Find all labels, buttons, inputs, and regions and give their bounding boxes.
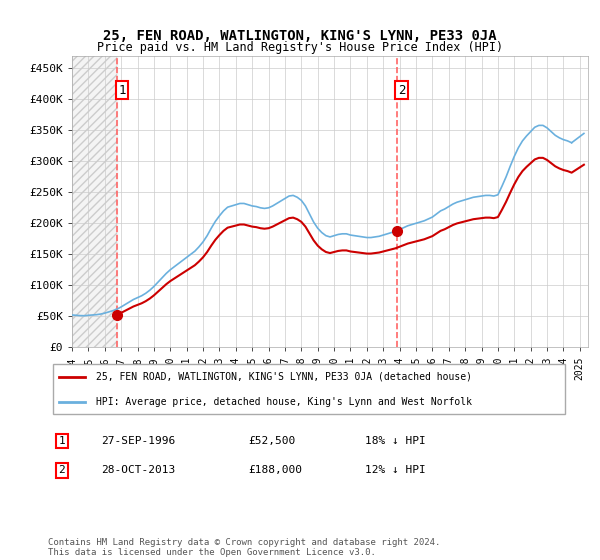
FancyBboxPatch shape bbox=[53, 364, 565, 414]
Text: 1: 1 bbox=[59, 436, 65, 446]
Text: 2: 2 bbox=[59, 465, 65, 475]
Text: £52,500: £52,500 bbox=[248, 436, 296, 446]
Bar bbox=[72, 56, 117, 347]
Text: £188,000: £188,000 bbox=[248, 465, 302, 475]
Bar bbox=[72, 56, 117, 347]
Text: Price paid vs. HM Land Registry's House Price Index (HPI): Price paid vs. HM Land Registry's House … bbox=[97, 41, 503, 54]
Text: 18% ↓ HPI: 18% ↓ HPI bbox=[365, 436, 425, 446]
Text: 2: 2 bbox=[398, 83, 406, 96]
Text: 12% ↓ HPI: 12% ↓ HPI bbox=[365, 465, 425, 475]
Text: 27-SEP-1996: 27-SEP-1996 bbox=[101, 436, 175, 446]
Text: 1: 1 bbox=[118, 83, 125, 96]
Text: Contains HM Land Registry data © Crown copyright and database right 2024.
This d: Contains HM Land Registry data © Crown c… bbox=[48, 538, 440, 557]
Text: 25, FEN ROAD, WATLINGTON, KING'S LYNN, PE33 0JA: 25, FEN ROAD, WATLINGTON, KING'S LYNN, P… bbox=[103, 29, 497, 44]
Text: 28-OCT-2013: 28-OCT-2013 bbox=[101, 465, 175, 475]
Text: HPI: Average price, detached house, King's Lynn and West Norfolk: HPI: Average price, detached house, King… bbox=[95, 396, 472, 407]
Text: 25, FEN ROAD, WATLINGTON, KING'S LYNN, PE33 0JA (detached house): 25, FEN ROAD, WATLINGTON, KING'S LYNN, P… bbox=[95, 372, 472, 382]
